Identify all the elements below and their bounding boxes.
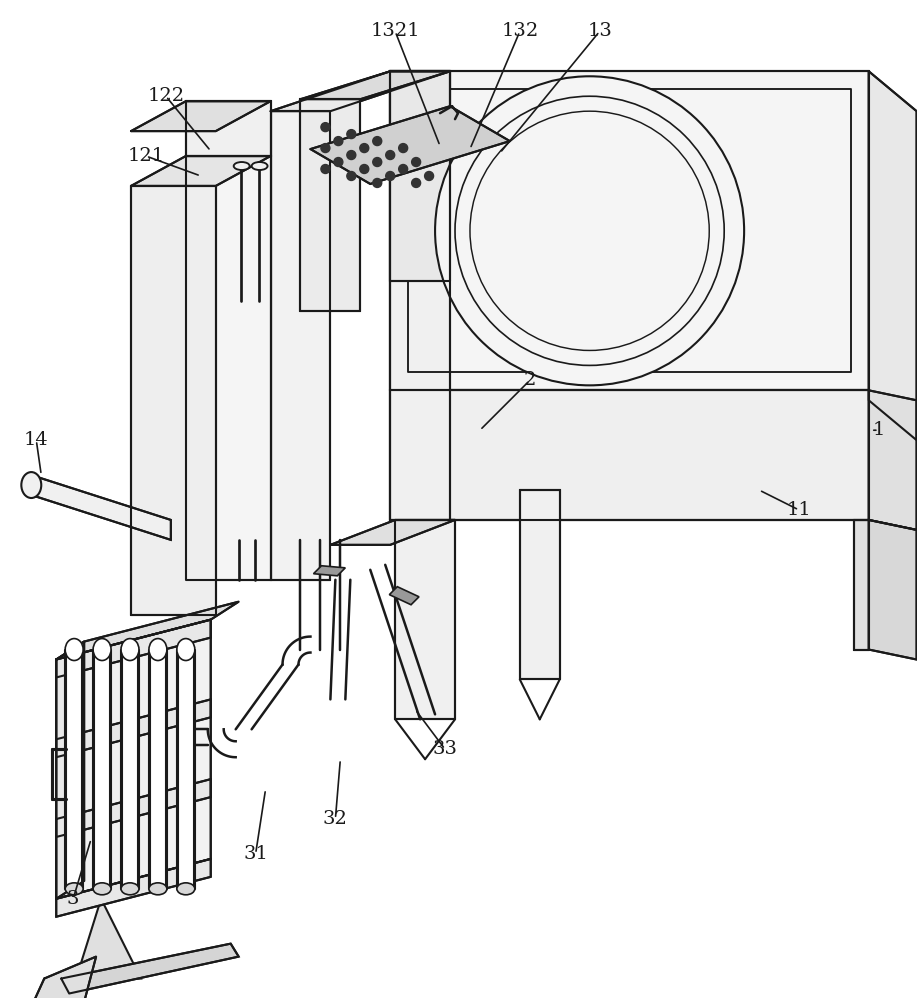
Text: 1: 1 bbox=[872, 421, 885, 439]
Polygon shape bbox=[122, 650, 138, 889]
Polygon shape bbox=[131, 101, 271, 131]
Circle shape bbox=[373, 178, 382, 187]
Ellipse shape bbox=[234, 162, 250, 170]
Circle shape bbox=[411, 158, 420, 167]
Polygon shape bbox=[28, 957, 96, 1000]
Polygon shape bbox=[56, 602, 239, 660]
Ellipse shape bbox=[149, 639, 167, 661]
Circle shape bbox=[347, 151, 356, 160]
Polygon shape bbox=[390, 390, 868, 520]
Polygon shape bbox=[95, 650, 110, 889]
Polygon shape bbox=[76, 899, 141, 979]
Text: 132: 132 bbox=[501, 22, 539, 40]
Ellipse shape bbox=[121, 639, 139, 661]
Ellipse shape bbox=[93, 639, 111, 661]
Polygon shape bbox=[868, 71, 916, 440]
Polygon shape bbox=[271, 71, 450, 111]
Circle shape bbox=[398, 144, 408, 153]
Text: 11: 11 bbox=[787, 501, 812, 519]
Polygon shape bbox=[300, 99, 360, 311]
Circle shape bbox=[411, 178, 420, 187]
Polygon shape bbox=[185, 101, 271, 156]
Circle shape bbox=[425, 171, 433, 180]
Circle shape bbox=[360, 165, 369, 173]
Circle shape bbox=[347, 130, 356, 139]
Polygon shape bbox=[185, 156, 271, 580]
Polygon shape bbox=[131, 156, 271, 186]
Polygon shape bbox=[520, 490, 560, 679]
Ellipse shape bbox=[121, 883, 139, 895]
Polygon shape bbox=[131, 186, 216, 615]
Ellipse shape bbox=[149, 883, 167, 895]
Ellipse shape bbox=[177, 883, 195, 895]
Circle shape bbox=[398, 165, 408, 173]
Circle shape bbox=[373, 137, 382, 146]
Text: 32: 32 bbox=[323, 810, 348, 828]
Ellipse shape bbox=[177, 639, 195, 661]
Polygon shape bbox=[56, 620, 211, 899]
Circle shape bbox=[321, 165, 330, 173]
Ellipse shape bbox=[470, 111, 710, 350]
Polygon shape bbox=[178, 650, 194, 889]
Polygon shape bbox=[390, 71, 450, 281]
Polygon shape bbox=[390, 71, 868, 390]
Polygon shape bbox=[66, 650, 82, 889]
Text: 33: 33 bbox=[432, 740, 457, 758]
Polygon shape bbox=[389, 587, 419, 605]
Polygon shape bbox=[854, 520, 868, 650]
Ellipse shape bbox=[455, 96, 724, 365]
Polygon shape bbox=[330, 520, 455, 545]
Circle shape bbox=[373, 158, 382, 167]
Text: 31: 31 bbox=[243, 845, 268, 863]
Text: 121: 121 bbox=[128, 147, 164, 165]
Text: 14: 14 bbox=[24, 431, 49, 449]
Polygon shape bbox=[56, 859, 211, 917]
Circle shape bbox=[386, 171, 395, 180]
Polygon shape bbox=[390, 71, 450, 520]
Polygon shape bbox=[150, 650, 166, 889]
Polygon shape bbox=[868, 390, 916, 530]
Circle shape bbox=[386, 151, 395, 160]
Text: 3: 3 bbox=[67, 890, 80, 908]
Circle shape bbox=[334, 137, 342, 146]
Polygon shape bbox=[300, 71, 450, 99]
Polygon shape bbox=[313, 566, 345, 576]
Circle shape bbox=[321, 144, 330, 153]
Text: 2: 2 bbox=[523, 371, 536, 389]
Polygon shape bbox=[31, 475, 171, 540]
Ellipse shape bbox=[65, 639, 84, 661]
Circle shape bbox=[321, 123, 330, 132]
Circle shape bbox=[360, 144, 369, 153]
Ellipse shape bbox=[252, 162, 267, 170]
Polygon shape bbox=[56, 620, 211, 677]
Ellipse shape bbox=[93, 883, 111, 895]
Polygon shape bbox=[310, 106, 509, 184]
Circle shape bbox=[347, 171, 356, 180]
Ellipse shape bbox=[435, 76, 744, 385]
Text: 1321: 1321 bbox=[370, 22, 420, 40]
Polygon shape bbox=[56, 779, 211, 837]
Polygon shape bbox=[62, 944, 239, 994]
Text: 122: 122 bbox=[147, 87, 185, 105]
Polygon shape bbox=[56, 699, 211, 757]
Circle shape bbox=[334, 158, 342, 167]
Text: 13: 13 bbox=[588, 22, 612, 40]
Polygon shape bbox=[868, 520, 916, 660]
Polygon shape bbox=[271, 111, 330, 580]
Ellipse shape bbox=[21, 472, 41, 498]
Ellipse shape bbox=[65, 883, 84, 895]
Polygon shape bbox=[56, 642, 84, 899]
Polygon shape bbox=[395, 520, 455, 719]
